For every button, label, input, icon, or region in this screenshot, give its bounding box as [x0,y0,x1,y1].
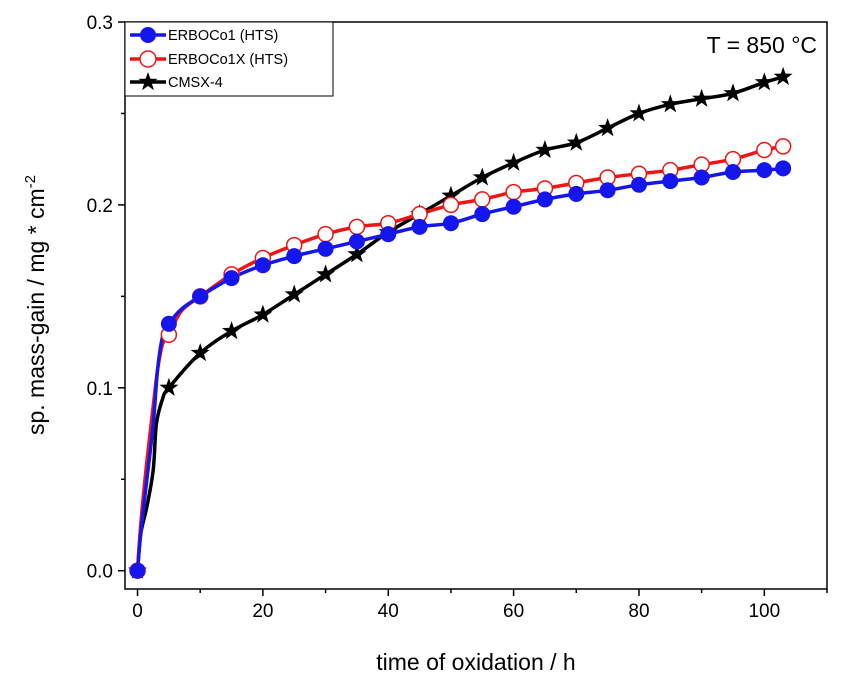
data-point [348,233,365,250]
data-point [159,377,179,396]
data-point [775,160,792,177]
data-point [723,83,743,102]
data-point [756,162,773,179]
data-point [505,183,522,201]
data-point [629,103,649,122]
data-point [222,321,242,340]
plot-frame [124,21,828,590]
annotation-temperature: T = 850 °C [707,32,817,58]
data-point [347,244,367,263]
x-tick-label: 0 [132,601,143,622]
data-point [599,182,616,199]
data-point [566,132,586,151]
series-line [135,166,784,571]
legend-label-erboco1: ERBOCo1 (HTS) [168,28,278,44]
data-point [505,198,522,215]
data-point [129,562,146,579]
data-point [192,288,209,305]
data-point [568,185,585,202]
data-point [286,248,303,265]
axes-ticks: 0 20 40 60 80 100 0.0 0.1 0.2 0.3 [87,13,828,622]
legend-marker-erboco1 [140,27,156,43]
x-tick-label: 40 [378,601,399,622]
data-point [504,152,524,171]
y-tick-label: 0.0 [87,562,113,583]
data-point [317,225,334,243]
series-line [135,75,784,571]
data-point [773,66,793,85]
data-point [630,176,647,193]
data-point [254,257,271,274]
data-point [774,138,792,155]
data-point [693,169,710,186]
legend-marker-cmsx4 [138,72,158,91]
data-point [724,163,741,180]
data-point [190,343,210,362]
data-point [474,191,491,208]
legend-label-erboco1x: ERBOCo1X (HTS) [168,52,288,68]
data-point [441,185,461,204]
data-point [660,94,680,113]
series-layer [128,66,793,579]
data-point [380,226,397,243]
x-tick-label: 60 [503,601,524,622]
legend: ERBOCo1 (HTS) ERBOCo1X (HTS) CMSX-4 [124,21,334,97]
data-point [662,173,679,190]
data-point [253,304,273,323]
data-point [474,206,491,223]
y-axis-label-exponent: -2 [22,175,39,188]
y-tick-label: 0.1 [87,379,113,400]
data-point [284,284,304,303]
data-point [160,315,177,332]
legend-entry-erboco1: ERBOCo1 (HTS) [130,27,278,44]
y-axis-label-main: sp. mass-gain / mg * cm [23,188,49,435]
data-point [536,191,553,208]
x-tick-label: 20 [252,601,273,622]
data-point [598,118,618,137]
y-tick-label: 0.3 [87,13,113,34]
x-axis-label: time of oxidation / h [376,649,575,675]
x-tick-label: 80 [628,601,649,622]
y-axis-label: sp. mass-gain / mg * cm-2 [22,175,49,435]
legend-marker-erboco1x [139,50,157,68]
data-point [692,88,712,107]
data-point [756,141,773,159]
x-tick-label: 100 [748,601,780,622]
data-point [223,270,240,287]
legend-label-cmsx4: CMSX-4 [168,75,223,91]
legend-entry-cmsx4: CMSX-4 [130,72,223,91]
data-point [472,167,492,186]
data-point [348,218,366,236]
data-point [535,140,555,159]
data-point [316,264,336,283]
series-line [135,144,784,571]
data-point [317,240,334,257]
data-point [754,72,774,91]
y-tick-label: 0.2 [87,196,113,217]
data-point [442,196,460,214]
legend-entry-erboco1x: ERBOCo1X (HTS) [130,50,288,68]
data-point [442,215,459,232]
data-point [411,218,428,235]
